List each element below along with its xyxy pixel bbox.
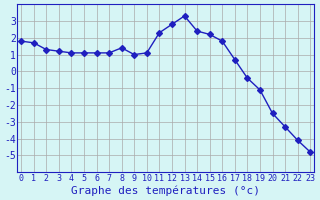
X-axis label: Graphe des températures (°c): Graphe des températures (°c) <box>71 185 260 196</box>
